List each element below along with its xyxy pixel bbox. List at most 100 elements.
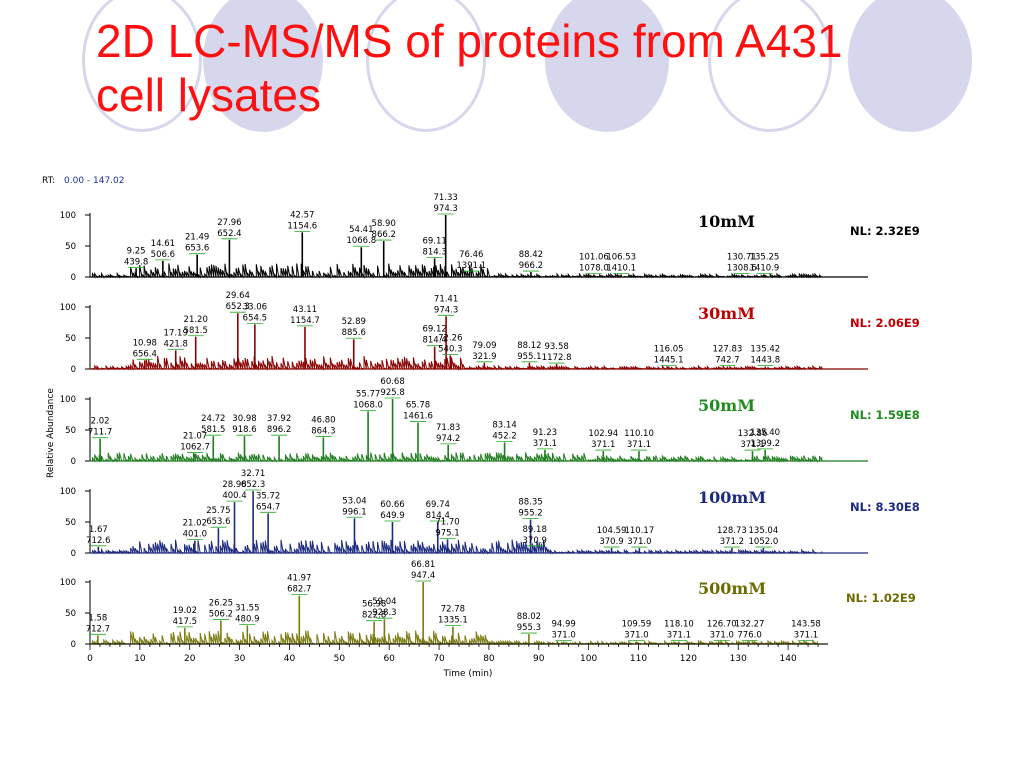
peak-mz-label: 864.3 bbox=[311, 426, 335, 436]
x-tick-label: 0 bbox=[87, 654, 93, 664]
peak-rt-label: 14.61 bbox=[151, 239, 175, 249]
peak-mz-label: 652.4 bbox=[217, 229, 241, 239]
peak-rt-label: 31.55 bbox=[235, 603, 259, 613]
panel-name: 50mM bbox=[698, 396, 755, 415]
peak-rt-label: 37.92 bbox=[267, 414, 291, 424]
panel-name: 500mM bbox=[698, 579, 766, 598]
peak-mz-label: 649.9 bbox=[380, 511, 404, 521]
peak-rt-label: 132.27 bbox=[735, 620, 765, 630]
peak-mz-label: 401.0 bbox=[183, 530, 207, 540]
decor-circle-ring-1 bbox=[82, 0, 202, 132]
y-tick-label: 100 bbox=[60, 395, 76, 405]
peak-mz-label: 652.3 bbox=[241, 480, 265, 490]
x-tick-label: 100 bbox=[580, 654, 597, 664]
normalization-level: NL: 2.32E9 bbox=[850, 224, 920, 238]
peak-mz-label: 370.9 bbox=[523, 536, 547, 546]
slide-title-line-2: cell lysates bbox=[96, 69, 321, 121]
x-tick-label: 20 bbox=[184, 654, 196, 664]
peak-rt-label: 21.49 bbox=[185, 233, 209, 243]
peak-rt-label: 143.58 bbox=[791, 620, 821, 630]
peak-rt-label: 88.35 bbox=[518, 498, 542, 508]
peak-mz-label: 947.4 bbox=[411, 571, 435, 581]
peak-mz-label: 682.7 bbox=[287, 585, 311, 595]
peak-rt-label: 71.33 bbox=[434, 193, 458, 203]
peak-mz-label: 896.2 bbox=[267, 425, 291, 435]
x-tick-label: 70 bbox=[433, 654, 445, 664]
peak-mz-label: 439.8 bbox=[124, 257, 148, 267]
peak-rt-label: 35.72 bbox=[256, 491, 280, 501]
panel-name: 10mM bbox=[698, 212, 755, 231]
peak-mz-label: 581.5 bbox=[184, 326, 208, 336]
peak-rt-label: 21.02 bbox=[183, 519, 207, 529]
peak-mz-label: 1461.6 bbox=[403, 412, 433, 422]
peak-rt-label: 59.04 bbox=[372, 597, 396, 607]
peak-rt-label: 130.71 bbox=[727, 253, 757, 263]
peak-rt-label: 1.67 bbox=[89, 525, 108, 535]
peak-rt-label: 66.81 bbox=[411, 560, 435, 570]
peak-rt-label: 30.98 bbox=[232, 414, 256, 424]
peak-mz-label: 1335.1 bbox=[438, 616, 468, 626]
chromatogram-trace bbox=[90, 263, 823, 279]
peak-mz-label: 866.2 bbox=[372, 230, 396, 240]
peak-rt-label: 33.06 bbox=[243, 302, 267, 312]
peak-rt-label: 110.10 bbox=[624, 429, 654, 439]
peak-rt-label: 60.66 bbox=[380, 500, 404, 510]
x-tick-label: 120 bbox=[680, 654, 697, 664]
peak-mz-label: 654.7 bbox=[256, 502, 280, 512]
peak-mz-label: 885.6 bbox=[342, 328, 366, 338]
peak-mz-label: 975.1 bbox=[435, 528, 459, 538]
peak-rt-label: 128.73 bbox=[717, 526, 747, 536]
peak-mz-label: 506.6 bbox=[151, 250, 175, 260]
peak-mz-label: 370.9 bbox=[599, 537, 623, 547]
peak-mz-label: 371.0 bbox=[624, 631, 648, 641]
x-tick-label: 60 bbox=[383, 654, 395, 664]
peak-mz-label: 955.3 bbox=[517, 623, 541, 633]
peak-mz-label: 654.5 bbox=[243, 313, 267, 323]
peak-mz-label: 712.7 bbox=[86, 624, 110, 634]
peak-rt-label: 52.89 bbox=[342, 317, 366, 327]
peak-rt-label: 106.53 bbox=[606, 253, 636, 263]
peak-rt-label: 135.42 bbox=[750, 345, 780, 355]
y-tick-label: 50 bbox=[65, 334, 76, 344]
peak-mz-label: 1410.9 bbox=[750, 264, 780, 274]
y-tick-label: 0 bbox=[71, 365, 76, 375]
peak-rt-label: 17.19 bbox=[164, 328, 188, 338]
y-tick-label: 0 bbox=[71, 273, 76, 283]
normalization-level: NL: 1.59E8 bbox=[850, 408, 920, 422]
peak-mz-label: 1154.6 bbox=[287, 221, 317, 231]
peak-mz-label: 1391.1 bbox=[456, 261, 486, 271]
peak-mz-label: 653.6 bbox=[185, 244, 209, 254]
peak-rt-label: 135.40 bbox=[750, 428, 780, 438]
peak-mz-label: 1062.7 bbox=[180, 443, 210, 453]
peak-mz-label: 928.3 bbox=[372, 608, 396, 618]
peak-rt-label: 118.10 bbox=[664, 620, 694, 630]
decor-circle-1 bbox=[203, 0, 323, 132]
y-tick-label: 0 bbox=[71, 457, 76, 467]
peak-mz-label: 480.9 bbox=[235, 614, 259, 624]
peak-mz-label: 742.7 bbox=[715, 356, 739, 366]
peak-rt-label: 24.72 bbox=[201, 414, 225, 424]
peak-rt-label: 27.96 bbox=[217, 218, 241, 228]
peak-mz-label: 1445.1 bbox=[654, 356, 684, 366]
peak-mz-label: 371.1 bbox=[667, 631, 691, 641]
peak-mz-label: 371.1 bbox=[740, 440, 764, 450]
peak-mz-label: 371.1 bbox=[591, 440, 615, 450]
decor-circle-2 bbox=[545, 0, 669, 132]
peak-rt-label: 46.80 bbox=[311, 415, 335, 425]
peak-mz-label: 1052.0 bbox=[749, 537, 779, 547]
slide-title-line-1: 2D LC-MS/MS of proteins from A431 bbox=[96, 15, 843, 67]
peak-rt-label: 41.97 bbox=[287, 574, 311, 584]
peak-rt-label: 101.06 bbox=[579, 253, 609, 263]
peak-rt-label: 126.70 bbox=[707, 620, 737, 630]
peak-rt-label: 53.04 bbox=[342, 496, 366, 506]
peak-rt-label: 135.04 bbox=[749, 526, 779, 536]
peak-mz-label: 1154.7 bbox=[290, 316, 320, 326]
peak-mz-label: 371.1 bbox=[794, 631, 818, 641]
peak-rt-label: 135.25 bbox=[750, 253, 780, 263]
rt-label: RT: bbox=[42, 176, 55, 186]
peak-rt-label: 43.11 bbox=[293, 305, 317, 315]
peak-rt-label: 55.77 bbox=[356, 389, 380, 399]
y-tick-label: 50 bbox=[65, 518, 76, 528]
